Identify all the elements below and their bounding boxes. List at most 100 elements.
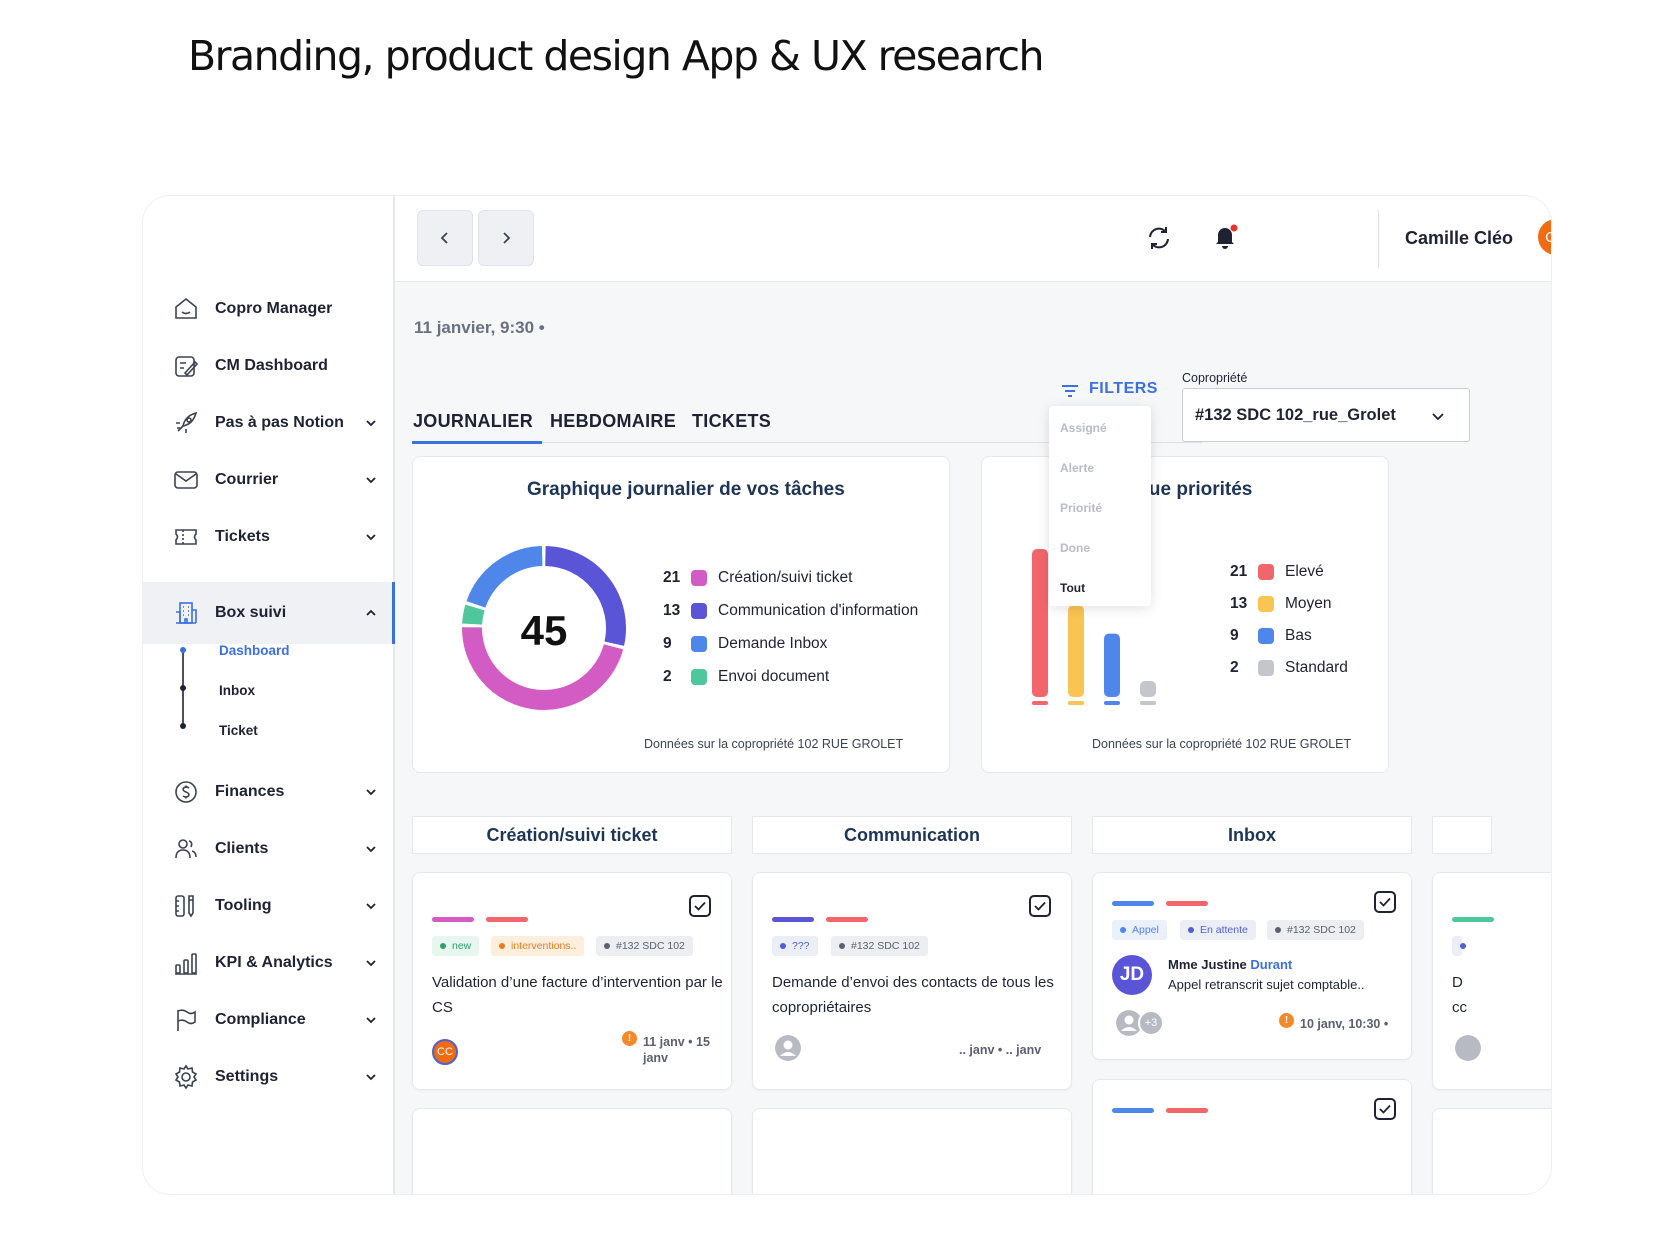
legend-swatch xyxy=(1258,628,1274,644)
tab-tickets[interactable]: TICKETS xyxy=(692,411,772,431)
task-text-line1: Validation d’une facture d’intervention … xyxy=(432,974,723,991)
legend-value: 21 xyxy=(663,569,681,586)
chevron-down-icon xyxy=(366,420,376,427)
sidebar-item-kpi-analytics[interactable]: KPI & Analytics xyxy=(143,932,395,994)
chip-unknown: ??? xyxy=(772,936,818,956)
legend-item: 21 Elevé xyxy=(1230,563,1324,581)
legend-label: Elevé xyxy=(1285,563,1324,580)
contact-prefix: Mme Justine xyxy=(1168,957,1247,972)
tab-journalier[interactable]: JOURNALIER xyxy=(413,411,534,431)
flag-icon xyxy=(177,1009,196,1031)
bell-icon[interactable] xyxy=(1210,222,1240,252)
tag-bar xyxy=(1166,1108,1208,1113)
forward-button[interactable] xyxy=(478,210,534,266)
chevron-down-icon xyxy=(366,960,376,967)
sidebar-item-cm-dashboard[interactable]: CM Dashboard xyxy=(143,335,395,397)
task-card[interactable]: ??? #132 SDC 102 Demande d’envoi des con… xyxy=(752,872,1072,1090)
filters-button[interactable]: FILTERS xyxy=(1089,380,1158,397)
legend-label: Création/suivi ticket xyxy=(718,569,853,586)
task-card[interactable]: new interventions.. #132 SDC 102 Validat… xyxy=(412,872,732,1090)
chevron-down-icon xyxy=(1432,413,1444,421)
user-placeholder-icon xyxy=(1455,1035,1481,1061)
donut-total: 45 xyxy=(520,607,568,654)
page-heading: Branding, product design App & UX resear… xyxy=(188,32,1045,80)
back-button[interactable] xyxy=(417,210,473,266)
filter-option-tout[interactable]: Tout xyxy=(1060,581,1086,595)
legend-label: Demande Inbox xyxy=(718,635,828,652)
tag-bar xyxy=(432,917,474,922)
sidebar-item-label: Compliance xyxy=(215,1011,306,1028)
task-card[interactable]: Appel En attente #132 SDC 102 JD Mme Jus… xyxy=(1092,872,1412,1060)
checkbox[interactable] xyxy=(689,895,711,917)
check-icon xyxy=(1379,897,1391,907)
filter-option-done[interactable]: Done xyxy=(1060,541,1090,555)
chip-copro-ref: #132 SDC 102 xyxy=(1267,920,1364,940)
sidebar-item-label: Finances xyxy=(215,783,285,800)
sidebar-item-courrier[interactable]: Courrier xyxy=(143,449,395,511)
refresh-icon[interactable] xyxy=(1146,225,1172,251)
alert-icon: ! xyxy=(1279,1013,1294,1028)
legend-value: 9 xyxy=(663,635,672,652)
sidebar-item-clients[interactable]: Clients xyxy=(143,818,395,880)
sidebar-item-label: Tickets xyxy=(215,528,270,545)
task-card[interactable] xyxy=(412,1108,732,1194)
copro-select[interactable]: #132 SDC 102_rue_Grolet xyxy=(1182,388,1470,442)
column-header-inbox: Inbox xyxy=(1092,816,1412,854)
check-icon xyxy=(1034,901,1046,911)
task-card[interactable] xyxy=(1432,1108,1551,1194)
sidebar-item-finances[interactable]: Finances xyxy=(143,761,395,823)
legend-item: 2 Standard xyxy=(1230,659,1348,677)
filter-option-priorite[interactable]: Priorité xyxy=(1060,501,1103,515)
submenu-item-inbox[interactable]: Inbox xyxy=(219,683,255,698)
chevron-down-icon xyxy=(366,903,376,910)
legend-swatch xyxy=(691,636,707,652)
tag-bar xyxy=(1452,917,1494,922)
legend-value: 2 xyxy=(1230,659,1239,676)
extra-participants-badge: +3 xyxy=(1138,1010,1164,1036)
filters-dropdown: Assigné Alerte Priorité Done Tout xyxy=(1049,406,1151,606)
avatar[interactable]: CC xyxy=(1538,219,1551,255)
submenu-item-ticket[interactable]: Ticket xyxy=(219,723,258,738)
sidebar-item-tickets[interactable]: Tickets xyxy=(143,506,395,568)
checkbox[interactable] xyxy=(1374,891,1396,913)
legend-swatch xyxy=(691,603,707,619)
submenu-item-dashboard[interactable]: Dashboard xyxy=(219,643,290,658)
donut-segment xyxy=(462,604,485,625)
avatar: JD xyxy=(1112,955,1152,995)
users-icon xyxy=(175,839,197,859)
legend-value: 9 xyxy=(1230,627,1239,644)
avatar: CC xyxy=(432,1039,458,1065)
filter-option-alerte[interactable]: Alerte xyxy=(1060,461,1095,475)
filter-option-assigne[interactable]: Assigné xyxy=(1060,421,1107,435)
legend-value: 21 xyxy=(1230,563,1248,580)
task-card[interactable] xyxy=(752,1108,1072,1194)
sidebar-item-copro-manager[interactable]: Copro Manager xyxy=(143,278,395,340)
tab-hebdomaire[interactable]: HEBDOMAIRE xyxy=(550,411,677,431)
contact-name: Mme Justine Durant xyxy=(1168,957,1292,972)
donut-segment xyxy=(462,627,624,710)
legend-item: 13 Moyen xyxy=(1230,595,1332,613)
priority-footer: Données sur la copropriété 102 RUE GROLE… xyxy=(1092,737,1352,751)
sidebar-item-box-suivi[interactable]: Box suivi xyxy=(143,582,395,644)
topbar-divider xyxy=(1378,210,1379,268)
sidebar-item-tooling[interactable]: Tooling xyxy=(143,875,395,937)
legend-value: 2 xyxy=(663,668,672,685)
task-card[interactable] xyxy=(1092,1079,1412,1194)
chevron-right-icon xyxy=(503,232,511,244)
chevron-down-icon xyxy=(366,477,376,484)
sidebar-item-settings[interactable]: Settings xyxy=(143,1046,395,1108)
user-name[interactable]: Camille Cléo xyxy=(1405,228,1514,248)
checkbox[interactable] xyxy=(1029,895,1051,917)
task-text-line1: D xyxy=(1452,974,1463,991)
daily-tasks-title: Graphique journalier de vos tâches xyxy=(527,479,845,500)
chip-copro-ref: #132 SDC 102 xyxy=(831,936,928,956)
sidebar: Copro Manager CM Dashboard Pas à pas Not… xyxy=(143,196,395,1194)
chip-copro-ref: #132 SDC 102 xyxy=(596,936,693,956)
sidebar-item-label: Copro Manager xyxy=(215,300,333,317)
sidebar-item-pas-a-pas-notion[interactable]: Pas à pas Notion xyxy=(143,392,395,454)
legend-label: Communication d'information xyxy=(718,602,919,619)
task-card[interactable]: D cc xyxy=(1432,872,1551,1090)
checkbox[interactable] xyxy=(1374,1098,1396,1120)
sidebar-item-compliance[interactable]: Compliance xyxy=(143,989,395,1051)
chip-en-attente: En attente xyxy=(1180,920,1256,940)
